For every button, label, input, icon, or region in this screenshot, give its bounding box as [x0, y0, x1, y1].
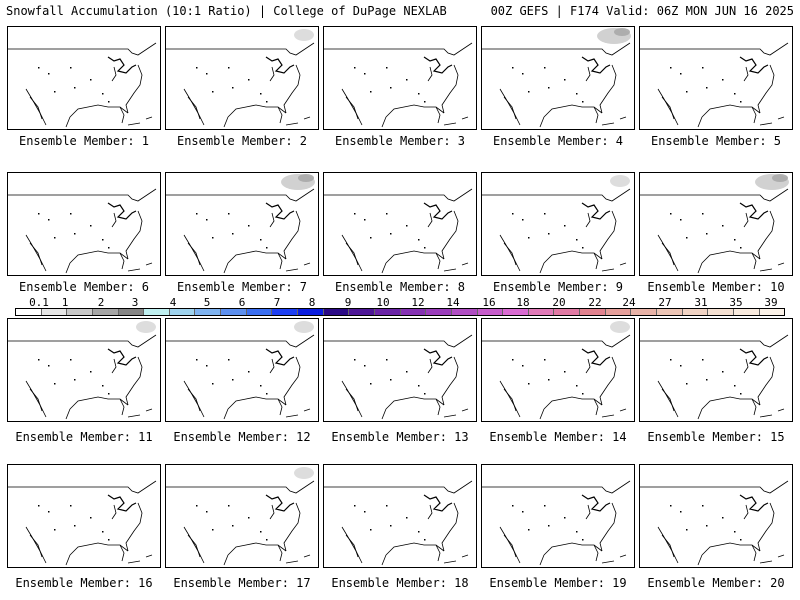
- ensemble-member-label: Ensemble Member: 13: [331, 430, 469, 444]
- ensemble-member-label: Ensemble Member: 3: [334, 134, 466, 148]
- ensemble-member-map: [323, 172, 477, 276]
- colorbar-label: 16: [482, 296, 496, 309]
- map-title: Snowfall Accumulation (10:1 Ratio) | Col…: [6, 4, 447, 18]
- colorbar-swatch: [528, 309, 555, 315]
- ensemble-member-map: [7, 464, 161, 568]
- colorbar-label: 4: [169, 296, 177, 309]
- ensemble-member-label: Ensemble Member: 2: [176, 134, 308, 148]
- ensemble-member-map: [639, 464, 793, 568]
- ensemble-member-map: [323, 26, 477, 130]
- colorbar-label: 10: [376, 296, 390, 309]
- colorbar-label: 6: [238, 296, 246, 309]
- snowfall-colorbar: [15, 308, 785, 316]
- colorbar-swatch: [657, 309, 683, 315]
- ensemble-member-map: [639, 26, 793, 130]
- ensemble-member-label: Ensemble Member: 11: [15, 430, 153, 444]
- colorbar-label: 22: [588, 296, 602, 309]
- colorbar-label: 5: [203, 296, 211, 309]
- colorbar-label: 1: [61, 296, 69, 309]
- ensemble-member-label: Ensemble Member: 16: [15, 576, 153, 590]
- colorbar-labels: 0.1 1 2 3 4 5 6 7 8 9 10 12 14 16 18 20 22 24 27 31 35 39: [15, 296, 785, 309]
- ensemble-member-map: [7, 318, 161, 422]
- colorbar-swatch: [631, 309, 658, 315]
- ensemble-member-label: Ensemble Member: 18: [331, 576, 469, 590]
- ensemble-member-label: Ensemble Member: 4: [492, 134, 624, 148]
- colorbar-swatch: [605, 309, 632, 315]
- colorbar-swatch: [92, 309, 119, 315]
- colorbar-label: 24: [622, 296, 636, 309]
- ensemble-member-map: [7, 172, 161, 276]
- colorbar-swatch: [272, 309, 299, 315]
- ensemble-member-label: Ensemble Member: 8: [334, 280, 466, 294]
- ensemble-member-label: Ensemble Member: 14: [489, 430, 627, 444]
- ensemble-member-map: [165, 464, 319, 568]
- colorbar-swatch: [503, 309, 529, 315]
- colorbar-label: 12: [411, 296, 425, 309]
- ensemble-member-label: Ensemble Member: 17: [173, 576, 311, 590]
- colorbar-label: 2: [97, 296, 105, 309]
- colorbar-swatch: [682, 309, 709, 315]
- colorbar-swatch: [195, 309, 222, 315]
- ensemble-member-map: [323, 464, 477, 568]
- colorbar-swatch: [426, 309, 452, 315]
- colorbar-label: 31: [694, 296, 708, 309]
- colorbar-swatch: [708, 309, 734, 315]
- forecast-valid-time: 00Z GEFS | F174 Valid: 06Z MON JUN 16 20…: [490, 4, 794, 18]
- colorbar-swatch: [580, 309, 606, 315]
- colorbar-swatch: [118, 309, 145, 315]
- ensemble-member-map: [639, 318, 793, 422]
- colorbar-swatch: [16, 309, 42, 315]
- ensemble-member-map: [165, 172, 319, 276]
- ensemble-member-label: Ensemble Member: 15: [647, 430, 785, 444]
- colorbar-swatch: [733, 309, 760, 315]
- ensemble-member-map: [323, 318, 477, 422]
- colorbar-swatch: [477, 309, 504, 315]
- colorbar-label: 7: [273, 296, 281, 309]
- ensemble-member-map: [481, 26, 635, 130]
- ensemble-member-map: [165, 318, 319, 422]
- colorbar-swatch: [298, 309, 324, 315]
- colorbar-label: 35: [729, 296, 743, 309]
- ensemble-member-label: Ensemble Member: 1: [18, 134, 150, 148]
- colorbar-swatch: [144, 309, 170, 315]
- ensemble-member-label: Ensemble Member: 10: [647, 280, 785, 294]
- colorbar-label: 0.1: [29, 296, 49, 309]
- colorbar-label: 14: [446, 296, 460, 309]
- ensemble-member-label: Ensemble Member: 20: [647, 576, 785, 590]
- colorbar-swatch: [400, 309, 427, 315]
- ensemble-member-label: Ensemble Member: 7: [176, 280, 308, 294]
- colorbar-swatch: [554, 309, 581, 315]
- colorbar-swatch: [374, 309, 401, 315]
- colorbar-label: 20: [552, 296, 566, 309]
- colorbar-swatch: [451, 309, 478, 315]
- ensemble-member-label: Ensemble Member: 5: [650, 134, 782, 148]
- colorbar-swatch: [323, 309, 350, 315]
- ensemble-member-map: [481, 172, 635, 276]
- colorbar-label: 9: [344, 296, 352, 309]
- colorbar-label: 8: [308, 296, 316, 309]
- colorbar-swatch: [67, 309, 93, 315]
- ensemble-member-label: Ensemble Member: 19: [489, 576, 627, 590]
- colorbar-label: 3: [131, 296, 139, 309]
- ensemble-member-label: Ensemble Member: 9: [492, 280, 624, 294]
- colorbar-swatch: [759, 309, 785, 315]
- colorbar-swatch: [246, 309, 273, 315]
- colorbar-swatch: [221, 309, 247, 315]
- colorbar-label: 18: [516, 296, 530, 309]
- colorbar-label: 27: [658, 296, 672, 309]
- ensemble-member-map: [7, 26, 161, 130]
- ensemble-member-map: [481, 318, 635, 422]
- colorbar-swatch: [349, 309, 375, 315]
- ensemble-member-label: Ensemble Member: 12: [173, 430, 311, 444]
- colorbar-swatch: [41, 309, 68, 315]
- colorbar-swatch: [169, 309, 196, 315]
- ensemble-member-label: Ensemble Member: 6: [18, 280, 150, 294]
- ensemble-member-map: [481, 464, 635, 568]
- ensemble-member-map: [639, 172, 793, 276]
- colorbar-label: 39: [764, 296, 778, 309]
- ensemble-member-map: [165, 26, 319, 130]
